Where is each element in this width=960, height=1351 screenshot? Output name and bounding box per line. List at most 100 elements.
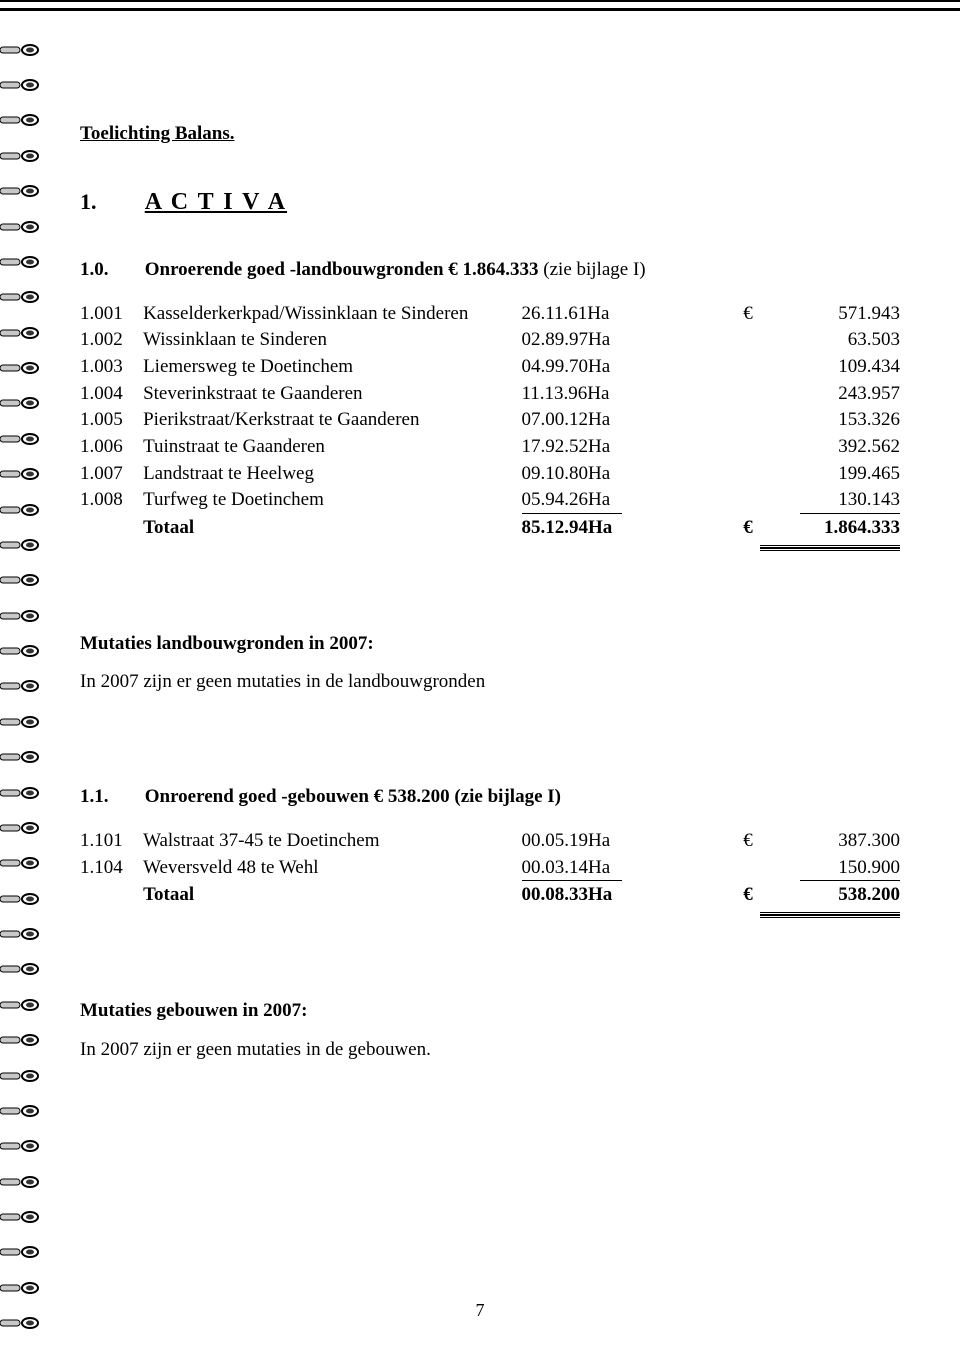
subsection-1-1-heading: Onroerend goed -gebouwen € 538.200 (zie … <box>145 786 561 807</box>
spiral-binding <box>0 32 50 1341</box>
binding-ring-icon <box>0 43 40 57</box>
table-row: 1.002Wissinklaan te Sinderen02.89.97Ha63… <box>80 327 900 354</box>
row-code: 1.008 <box>80 487 143 515</box>
binding-ring-icon <box>0 856 40 870</box>
binding-ring-icon <box>0 998 40 1012</box>
row-code: 1.005 <box>80 407 143 434</box>
binding-ring-icon <box>0 220 40 234</box>
row-value: 243.957 <box>753 381 900 408</box>
row-value: 150.900 <box>753 855 900 883</box>
row-ha: 26.11.61Ha <box>522 301 711 328</box>
row-code: 1.002 <box>80 327 143 354</box>
section-1-header: 1. A C T I V A <box>80 187 900 218</box>
binding-ring-icon <box>0 432 40 446</box>
binding-ring-icon <box>0 750 40 764</box>
binding-ring-icon <box>0 1104 40 1118</box>
binding-ring-icon <box>0 1245 40 1259</box>
subsection-1-0-heading-bold: Onroerende goed -landbouwgronden € 1.864… <box>145 259 539 280</box>
binding-ring-icon <box>0 1069 40 1083</box>
top-border <box>0 8 960 11</box>
table-double-rule <box>80 909 900 919</box>
row-desc: Landstraat te Heelweg <box>143 461 521 488</box>
row-code: 1.007 <box>80 461 143 488</box>
subsection-1-0-header: 1.0. Onroerende goed -landbouwgronden € … <box>80 258 900 283</box>
binding-ring-icon <box>0 1139 40 1153</box>
row-code: 1.004 <box>80 381 143 408</box>
binding-ring-icon <box>0 1210 40 1224</box>
section-1-title: A C T I V A <box>145 189 287 215</box>
row-desc: Pierikstraat/Kerkstraat te Gaanderen <box>143 407 521 434</box>
row-ha: 05.94.26Ha <box>522 487 711 515</box>
table-row: 1.104Weversveld 48 te Wehl00.03.14Ha 150.… <box>80 855 900 883</box>
total-currency: € <box>711 515 753 542</box>
mutations-2-heading: Mutaties gebouwen in 2007: <box>80 999 900 1024</box>
total-label: Totaal <box>143 515 521 542</box>
binding-ring-icon <box>0 786 40 800</box>
page: Toelichting Balans. 1. A C T I V A 1.0. … <box>0 0 960 1351</box>
row-currency <box>711 461 753 488</box>
row-desc: Steverinkstraat te Gaanderen <box>143 381 521 408</box>
binding-ring-icon <box>0 467 40 481</box>
row-currency <box>711 855 753 883</box>
mutations-2-body: In 2007 zijn er geen mutaties in de gebo… <box>80 1038 900 1063</box>
row-desc: Liemersweg te Doetinchem <box>143 354 521 381</box>
row-ha: 09.10.80Ha <box>522 461 711 488</box>
row-ha: 11.13.96Ha <box>522 381 711 408</box>
binding-ring-icon <box>0 927 40 941</box>
binding-ring-icon <box>0 1281 40 1295</box>
row-desc: Weversveld 48 te Wehl <box>143 855 521 883</box>
row-ha: 17.92.52Ha <box>522 434 711 461</box>
binding-ring-icon <box>0 78 40 92</box>
row-ha: 00.03.14Ha <box>522 855 711 883</box>
document-title-text: Toelichting Balans. <box>80 123 235 144</box>
binding-ring-icon <box>0 290 40 304</box>
row-desc: Kasselderkerkpad/Wissinklaan te Sinderen <box>143 301 521 328</box>
mutations-1-heading: Mutaties landbouwgronden in 2007: <box>80 632 900 657</box>
table-total-row: Totaal00.08.33Ha€538.200 <box>80 882 900 909</box>
mutations-1-body: In 2007 zijn er geen mutaties in de land… <box>80 670 900 695</box>
binding-ring-icon <box>0 892 40 906</box>
binding-ring-icon <box>0 255 40 269</box>
row-currency <box>711 407 753 434</box>
row-ha: 07.00.12Ha <box>522 407 711 434</box>
row-currency <box>711 434 753 461</box>
binding-ring-icon <box>0 962 40 976</box>
page-number: 7 <box>0 1300 960 1321</box>
binding-ring-icon <box>0 715 40 729</box>
total-ha: 00.08.33Ha <box>522 882 711 909</box>
total-currency: € <box>711 882 753 909</box>
row-value: 392.562 <box>753 434 900 461</box>
binding-ring-icon <box>0 1175 40 1189</box>
row-currency <box>711 354 753 381</box>
row-value: 63.503 <box>753 327 900 354</box>
binding-ring-icon <box>0 679 40 693</box>
binding-ring-icon <box>0 1033 40 1047</box>
row-currency <box>711 381 753 408</box>
row-code: 1.001 <box>80 301 143 328</box>
row-ha: 00.05.19Ha <box>522 828 711 855</box>
row-desc: Walstraat 37-45 te Doetinchem <box>143 828 521 855</box>
table-row: 1.004Steverinkstraat te Gaanderen11.13.9… <box>80 381 900 408</box>
table-double-rule <box>80 542 900 552</box>
binding-ring-icon <box>0 149 40 163</box>
table-row: 1.008Turfweg te Doetinchem05.94.26Ha130.… <box>80 487 900 515</box>
ledger-table-1-1: 1.101Walstraat 37-45 te Doetinchem00.05.… <box>80 828 900 919</box>
content-area: Toelichting Balans. 1. A C T I V A 1.0. … <box>80 122 900 1102</box>
binding-ring-icon <box>0 326 40 340</box>
table-row: 1.101Walstraat 37-45 te Doetinchem00.05.… <box>80 828 900 855</box>
document-title: Toelichting Balans. <box>80 122 900 147</box>
table-row: 1.003Liemersweg te Doetinchem04.99.70Ha1… <box>80 354 900 381</box>
table-row: 1.007Landstraat te Heelweg09.10.80Ha199.… <box>80 461 900 488</box>
binding-ring-icon <box>0 503 40 517</box>
total-value: 538.200 <box>753 882 900 909</box>
row-desc: Turfweg te Doetinchem <box>143 487 521 515</box>
row-code: 1.003 <box>80 354 143 381</box>
binding-ring-icon <box>0 821 40 835</box>
row-value: 571.943 <box>753 301 900 328</box>
table-row: 1.006Tuinstraat te Gaanderen17.92.52Ha39… <box>80 434 900 461</box>
binding-ring-icon <box>0 538 40 552</box>
ledger-table-1-0: 1.001Kasselderkerkpad/Wissinklaan te Sin… <box>80 301 900 552</box>
row-value: 153.326 <box>753 407 900 434</box>
row-code: 1.006 <box>80 434 143 461</box>
row-code: 1.104 <box>80 855 143 883</box>
